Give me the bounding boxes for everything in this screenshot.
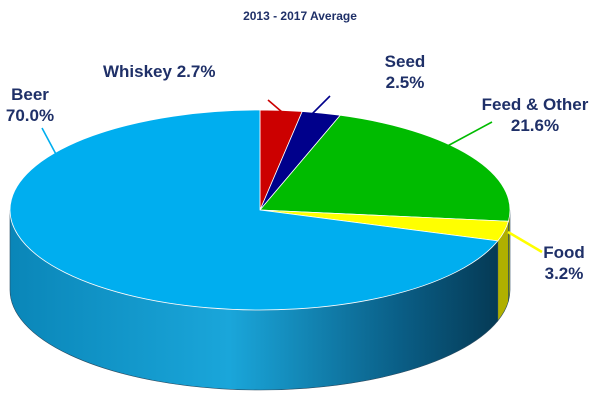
leader-line-feed-other — [440, 122, 492, 150]
chart-title: 2013 - 2017 Average — [243, 9, 357, 23]
pie-label-feed-other: Feed & Other 21.6% — [482, 95, 589, 135]
pie-label-food: Food 3.2% — [543, 243, 585, 283]
pie-label-beer: Beer 70.0% — [6, 85, 54, 125]
pie-top-slices — [10, 110, 510, 310]
leader-line-food — [508, 232, 542, 252]
pie-label-whiskey: Whiskey 2.7% — [103, 62, 215, 81]
pie-label-seed: Seed 2.5% — [385, 52, 426, 92]
leader-line-beer — [42, 128, 58, 158]
